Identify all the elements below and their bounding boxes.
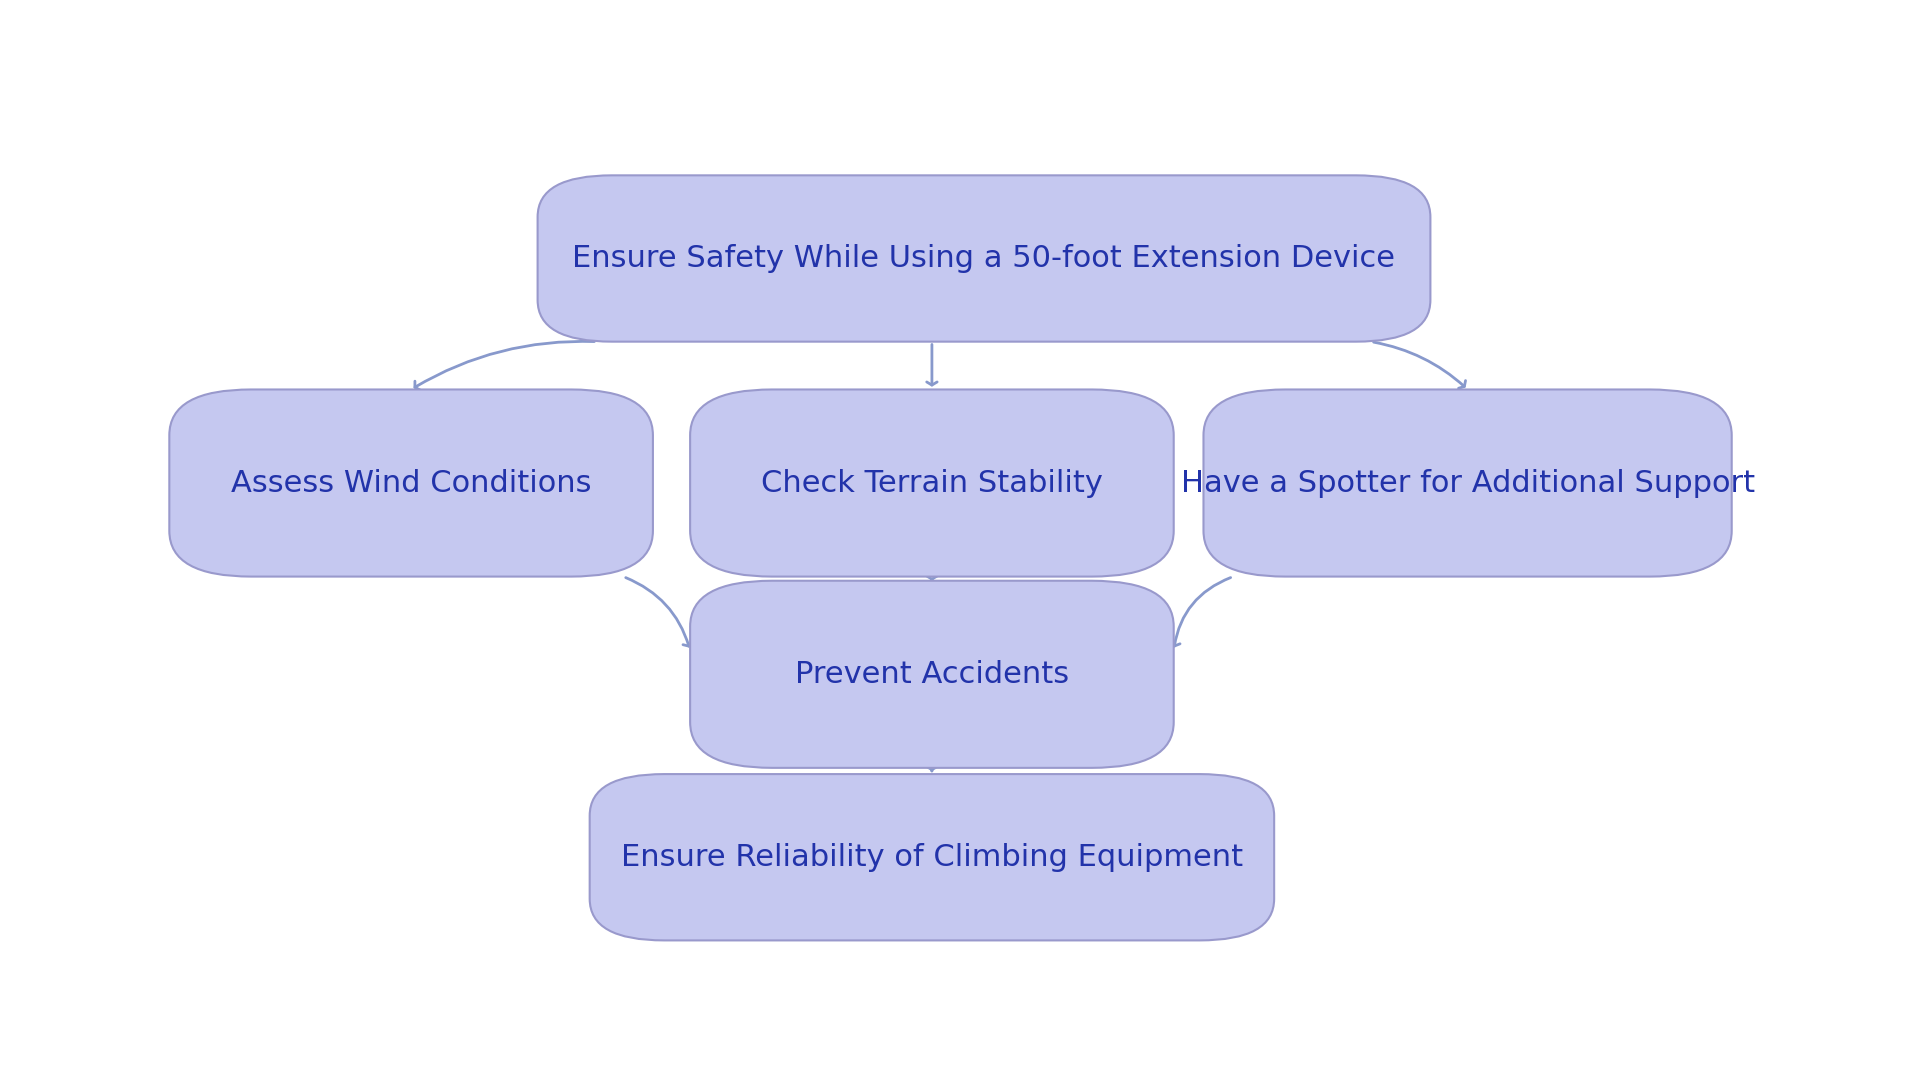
Text: Assess Wind Conditions: Assess Wind Conditions (230, 469, 591, 498)
Text: Have a Spotter for Additional Support: Have a Spotter for Additional Support (1181, 469, 1755, 498)
Text: Ensure Safety While Using a 50-foot Extension Device: Ensure Safety While Using a 50-foot Exte… (572, 244, 1396, 273)
FancyBboxPatch shape (589, 774, 1275, 941)
FancyBboxPatch shape (689, 581, 1173, 768)
FancyBboxPatch shape (538, 175, 1430, 341)
FancyBboxPatch shape (169, 390, 653, 577)
Text: Prevent Accidents: Prevent Accidents (795, 660, 1069, 689)
FancyBboxPatch shape (689, 390, 1173, 577)
FancyBboxPatch shape (1204, 390, 1732, 577)
Text: Check Terrain Stability: Check Terrain Stability (760, 469, 1102, 498)
Text: Ensure Reliability of Climbing Equipment: Ensure Reliability of Climbing Equipment (620, 842, 1242, 872)
